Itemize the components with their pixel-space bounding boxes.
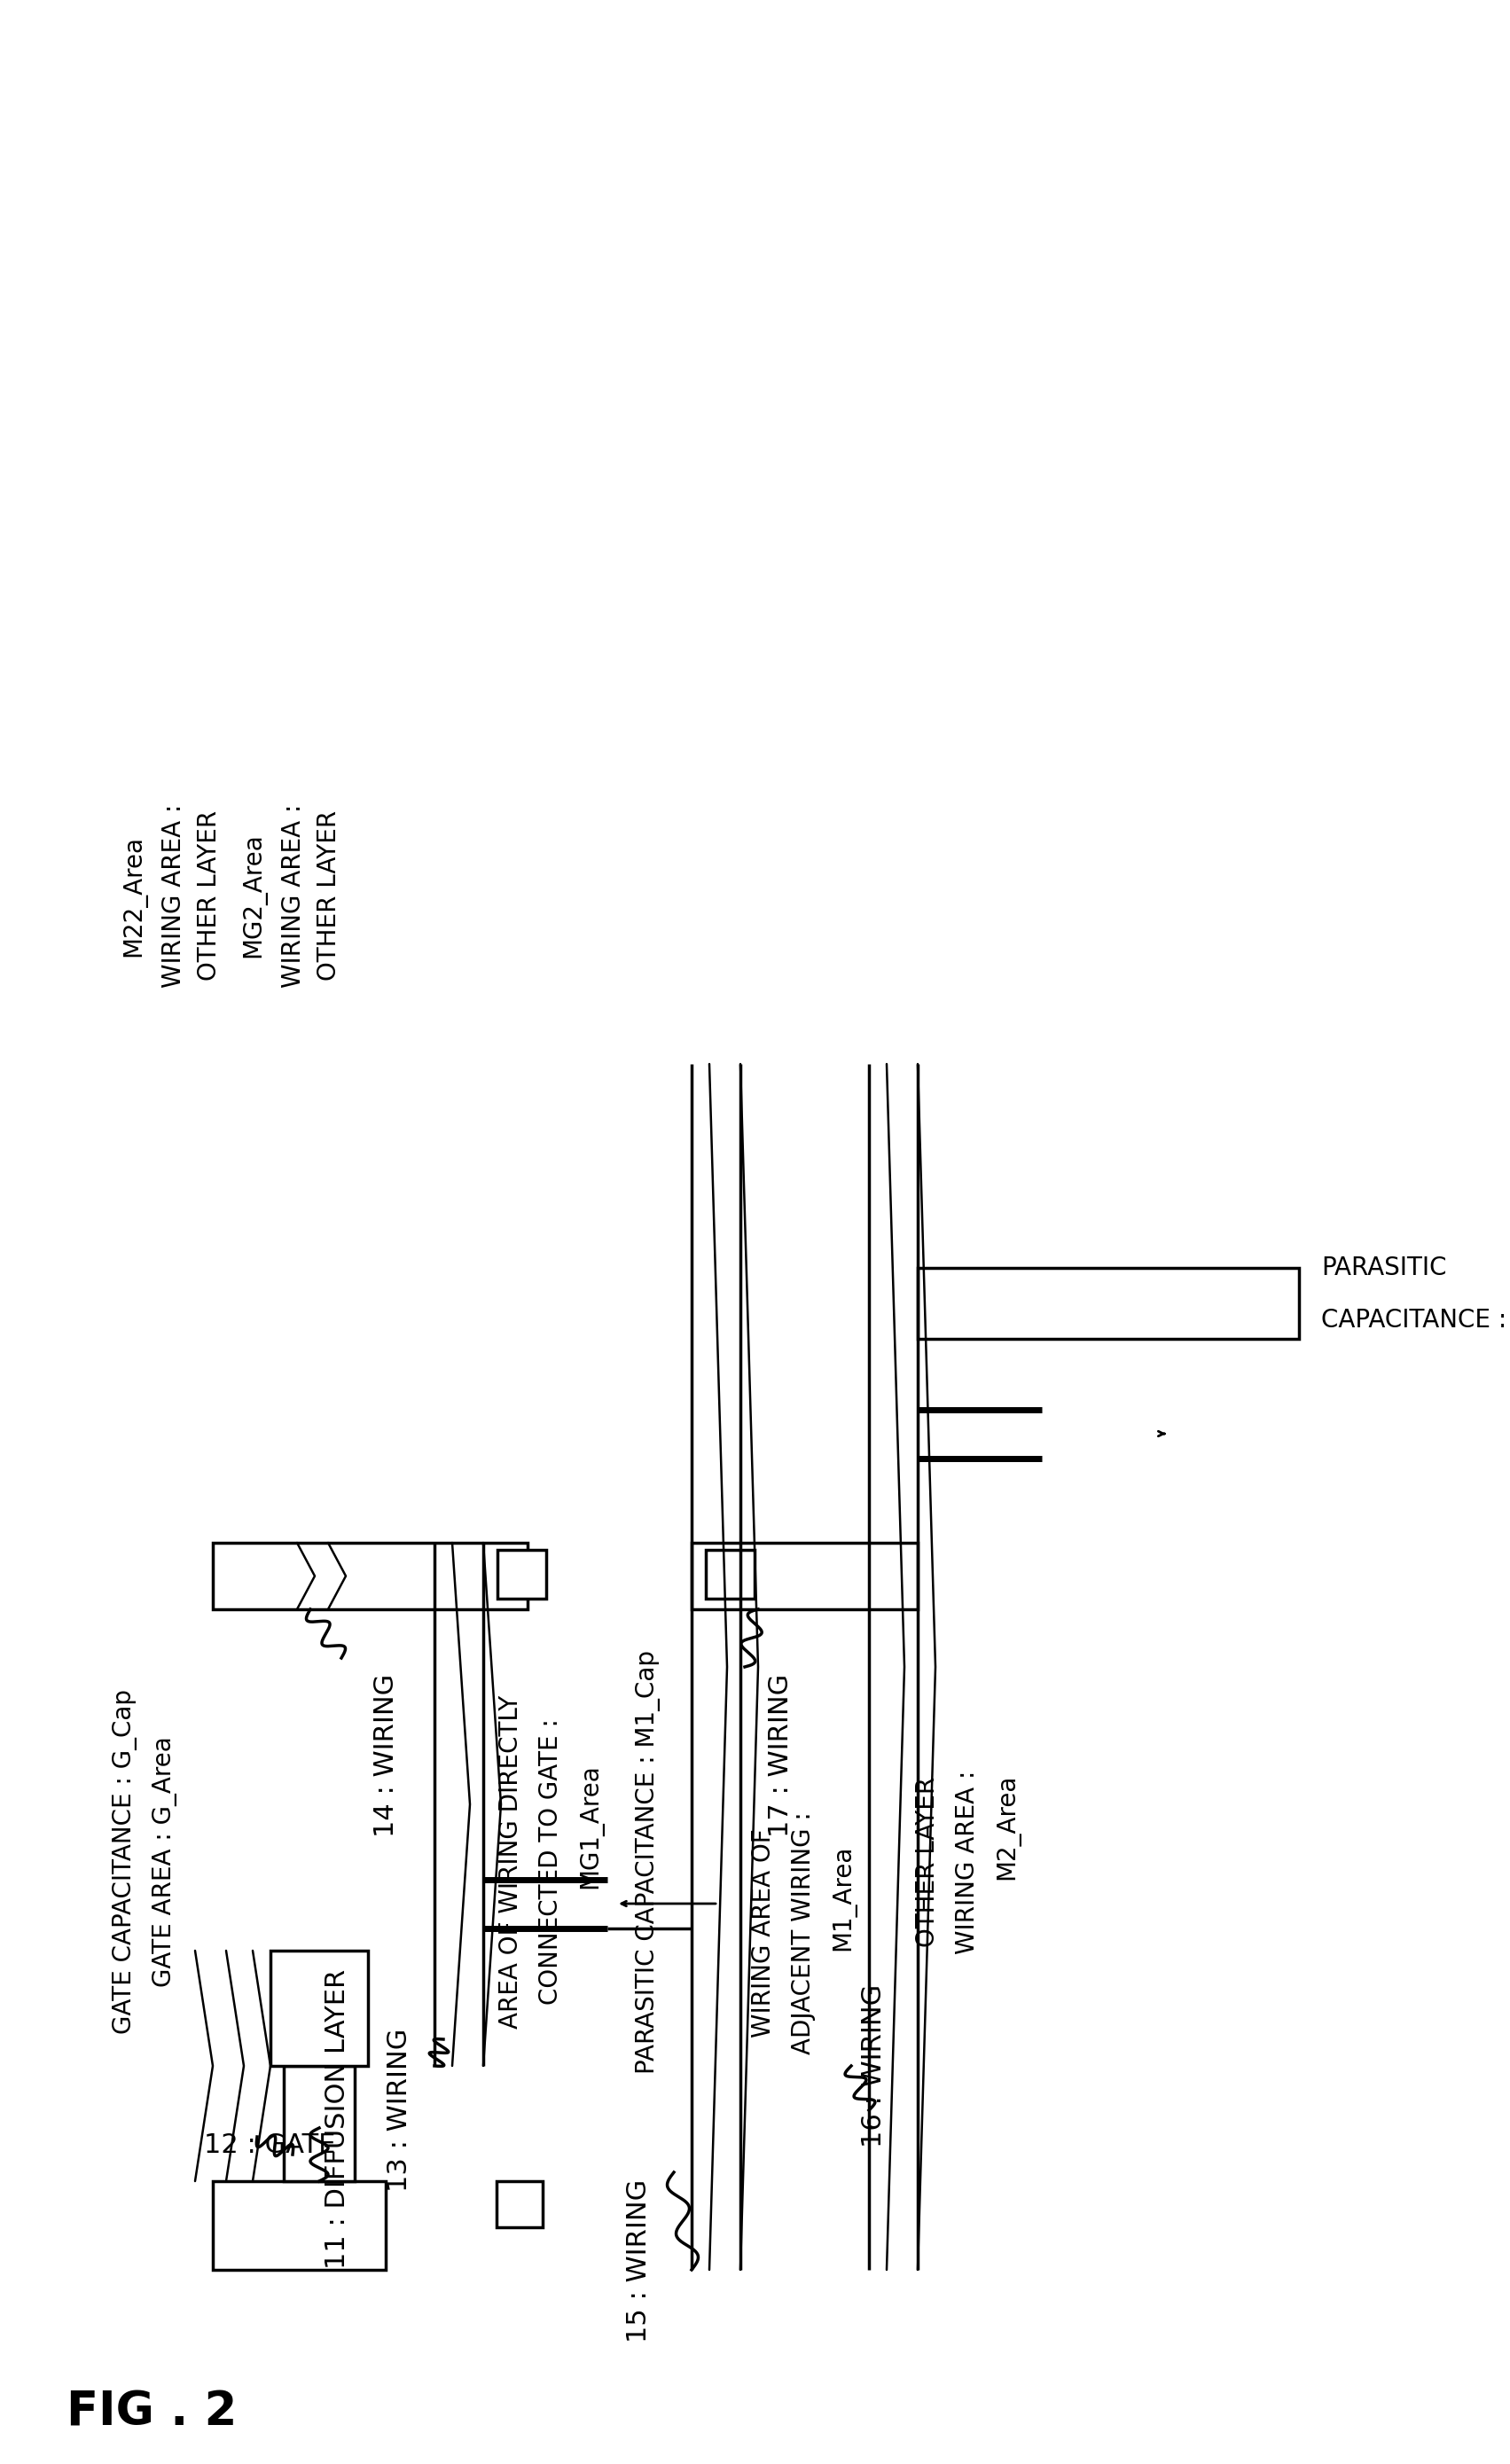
Text: CONNECTED TO GATE :: CONNECTED TO GATE : <box>538 1720 563 2006</box>
Text: 17 : WIRING: 17 : WIRING <box>769 1673 794 1838</box>
Text: OTHER LAYER: OTHER LAYER <box>915 1777 939 1947</box>
Text: M2_Area: M2_Area <box>995 1774 1019 1880</box>
Bar <box>497 2181 542 2227</box>
Bar <box>284 2065 355 2181</box>
Text: 14 : WIRING: 14 : WIRING <box>373 1673 399 1838</box>
Text: 16 : WIRING: 16 : WIRING <box>861 1984 886 2149</box>
Text: 15 : WIRING: 15 : WIRING <box>627 2178 652 2343</box>
Text: PARASITIC CAPACITANCE : M1_Cap: PARASITIC CAPACITANCE : M1_Cap <box>636 1651 660 2075</box>
Text: M22_Area: M22_Area <box>121 835 146 956</box>
Bar <box>918 1269 1299 1338</box>
Text: WIRING AREA :: WIRING AREA : <box>162 803 186 988</box>
Bar <box>213 2181 385 2269</box>
Text: OTHER LAYER: OTHER LAYER <box>317 811 341 981</box>
Bar <box>705 1550 755 1599</box>
Text: 12 : GATE: 12 : GATE <box>204 2134 335 2158</box>
Bar <box>497 1550 547 1599</box>
Text: 11 : DIFFUSION LAYER: 11 : DIFFUSION LAYER <box>325 1969 350 2269</box>
Text: WIRING AREA OF: WIRING AREA OF <box>750 1828 776 2038</box>
Text: FIG . 2: FIG . 2 <box>66 2388 237 2434</box>
Text: MG2_Area: MG2_Area <box>242 833 266 958</box>
Bar <box>270 1951 368 2065</box>
Text: GATE CAPACITANCE : G_Cap: GATE CAPACITANCE : G_Cap <box>113 1690 137 2035</box>
Text: 13 : WIRING: 13 : WIRING <box>387 2028 412 2193</box>
Bar <box>692 1542 918 1609</box>
Text: CAPACITANCE : M22_Cap: CAPACITANCE : M22_Cap <box>1321 1308 1510 1333</box>
Text: MG1_Area: MG1_Area <box>578 1764 602 1890</box>
Text: ADJACENT WIRING :: ADJACENT WIRING : <box>791 1811 815 2055</box>
Text: WIRING AREA :: WIRING AREA : <box>954 1769 980 1954</box>
Text: PARASITIC: PARASITIC <box>1321 1257 1447 1281</box>
Text: WIRING AREA :: WIRING AREA : <box>281 803 307 988</box>
Text: M1_Area: M1_Area <box>831 1846 856 1951</box>
Text: GATE AREA : G_Area: GATE AREA : G_Area <box>153 1737 177 1988</box>
Bar <box>213 1542 527 1609</box>
Text: OTHER LAYER: OTHER LAYER <box>196 811 222 981</box>
Text: AREA OF WIRING DIRECTLY: AREA OF WIRING DIRECTLY <box>498 1695 522 2028</box>
